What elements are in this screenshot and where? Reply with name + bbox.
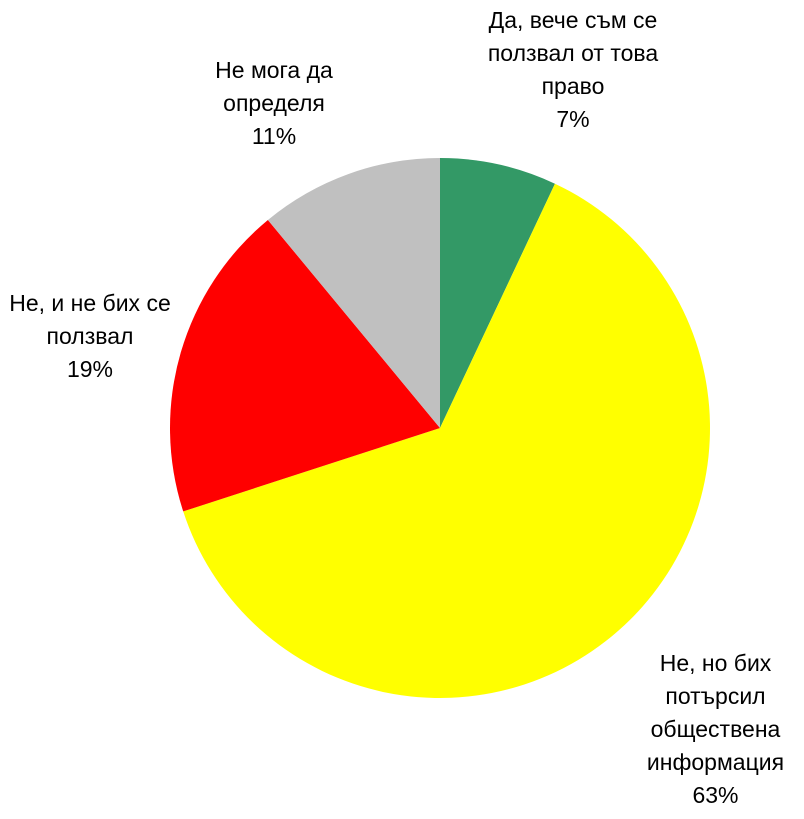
pie-slice bbox=[440, 158, 555, 428]
slice-label: Не, и не бих се ползвал 19% bbox=[5, 287, 175, 386]
value-label: 11% bbox=[251, 123, 297, 149]
slice-label: Не мога да определя 11% bbox=[194, 54, 354, 153]
category-label: Не, и не бих се ползвал bbox=[9, 290, 171, 349]
category-label: Не мога да определя bbox=[215, 57, 333, 116]
pie-slice bbox=[267, 158, 440, 428]
value-label: 7% bbox=[556, 106, 590, 132]
slice-label: Не, но бих потърсил обществена информаци… bbox=[628, 647, 803, 812]
slice-label: Да, вече съм се ползвал от това право 7% bbox=[478, 4, 668, 136]
value-label: 63% bbox=[692, 782, 739, 808]
category-label: Да, вече съм се ползвал от това право bbox=[487, 7, 659, 99]
pie-slice bbox=[170, 219, 440, 512]
pie-slice bbox=[183, 183, 711, 698]
value-label: 19% bbox=[66, 356, 114, 382]
category-label: Не, но бих потърсил обществена информаци… bbox=[646, 650, 785, 775]
